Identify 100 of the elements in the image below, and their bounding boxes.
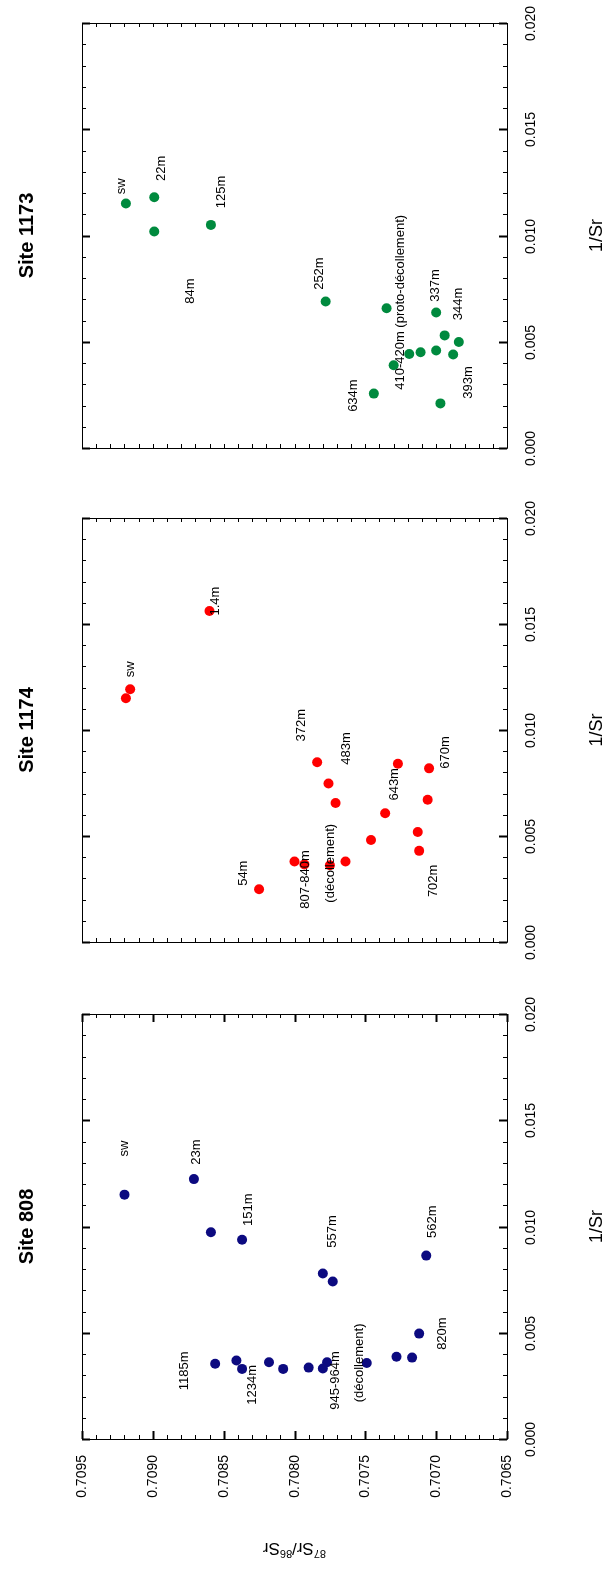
- point: [289, 856, 300, 867]
- y-axis-title: 1/Sr: [585, 713, 606, 747]
- annotation: sw: [116, 1140, 132, 1157]
- y-tick-label: 0.015: [521, 1102, 538, 1139]
- annotation: 670m: [436, 736, 452, 769]
- point: [231, 1355, 242, 1366]
- annotation: sw: [113, 177, 129, 195]
- x-axis-title: 87Sr/86Sr: [262, 1539, 327, 1560]
- annotation: 372m: [292, 708, 308, 742]
- x-tick-label: 0.7095: [73, 1454, 90, 1498]
- point: [210, 1358, 221, 1369]
- y-tick-label: 0.005: [521, 818, 538, 855]
- point: [320, 296, 331, 307]
- point: [330, 797, 341, 808]
- point: [119, 1189, 130, 1200]
- annotation: 702m: [424, 864, 440, 898]
- annotation: 393m: [459, 366, 475, 399]
- annotation: 945-964m: [327, 1351, 343, 1410]
- point: [414, 845, 425, 856]
- annotation: (décollement): [322, 823, 338, 903]
- annotation: 337m: [426, 269, 442, 302]
- y-tick-label: 0.010: [521, 1209, 538, 1246]
- annotation: 151m: [239, 1193, 255, 1226]
- point: [237, 1234, 248, 1245]
- annotation: 1.4m: [207, 586, 223, 616]
- annotation: (décollement): [351, 1323, 367, 1403]
- annotation: 807-840m: [296, 850, 312, 909]
- point: [407, 1352, 418, 1363]
- annotation: 820m: [433, 1317, 449, 1350]
- annotation: sw: [121, 660, 137, 678]
- y-tick-label: 0.010: [521, 712, 538, 749]
- point: [391, 1351, 402, 1362]
- point: [435, 398, 446, 409]
- point: [380, 808, 391, 819]
- annotation: 252m: [311, 257, 327, 290]
- point: [448, 349, 459, 360]
- point: [317, 1363, 328, 1374]
- point: [149, 226, 160, 237]
- y-axis-title: 1/Sr: [585, 218, 606, 253]
- y-tick-label: 0.000: [521, 430, 538, 467]
- y-tick-label: 0.020: [521, 996, 538, 1033]
- y-tick-label: 0.005: [521, 1315, 538, 1352]
- y-tick-label: 0.015: [521, 606, 538, 643]
- y-tick-label: 0.020: [521, 5, 538, 42]
- annotation: 1185m: [175, 1351, 191, 1391]
- annotation: 22m: [152, 155, 168, 181]
- point: [415, 347, 426, 358]
- point: [381, 303, 392, 314]
- point: [392, 758, 403, 769]
- point: [188, 1174, 199, 1185]
- point: [264, 1357, 274, 1368]
- annotation: 483m: [338, 732, 354, 765]
- point: [424, 763, 435, 774]
- point: [431, 345, 442, 356]
- point: [120, 198, 131, 209]
- annotation: 344m: [450, 287, 466, 321]
- x-tick-label: 0.7070: [427, 1454, 444, 1498]
- point: [205, 1227, 216, 1238]
- annotation: 54m: [234, 860, 250, 886]
- x-tick-label: 0.7090: [144, 1454, 161, 1498]
- point: [412, 826, 423, 837]
- y-tick-label: 0.000: [521, 924, 538, 961]
- point: [149, 192, 160, 203]
- point: [237, 1363, 248, 1374]
- text: Site 1174: [14, 686, 37, 773]
- text: Site 1173: [14, 192, 37, 279]
- point: [303, 1362, 314, 1373]
- point: [431, 307, 442, 318]
- annotation: 562m: [423, 1205, 439, 1238]
- point: [453, 336, 464, 347]
- point: [317, 1268, 328, 1279]
- annotation: 557m: [324, 1215, 340, 1248]
- point: [421, 1250, 432, 1261]
- y-tick-label: 0.005: [521, 324, 538, 361]
- annotation: 84m: [181, 278, 197, 304]
- annotation: 643m: [385, 768, 401, 801]
- y-tick-label: 0.000: [521, 1421, 538, 1458]
- point: [278, 1363, 289, 1374]
- x-tick-label: 0.7075: [356, 1454, 373, 1498]
- annotation: 125m: [213, 175, 229, 209]
- point: [205, 219, 216, 230]
- point: [120, 693, 131, 704]
- x-tick-label: 0.7065: [498, 1454, 515, 1498]
- point: [327, 1276, 338, 1287]
- point: [366, 835, 376, 846]
- point: [422, 794, 433, 805]
- point: [125, 684, 136, 695]
- point: [340, 856, 351, 867]
- x-tick-label: 0.7080: [286, 1454, 303, 1498]
- point: [404, 349, 415, 360]
- y-tick-label: 0.020: [521, 500, 538, 537]
- annotation: 410-420m (proto-décollement): [392, 214, 408, 390]
- point: [368, 388, 379, 399]
- text: Site 808: [14, 1188, 37, 1265]
- y-tick-label: 0.015: [521, 111, 538, 148]
- point: [323, 778, 334, 789]
- annotation: 23m: [188, 1139, 204, 1165]
- point: [414, 1328, 425, 1339]
- y-tick-label: 0.010: [521, 218, 538, 255]
- x-tick-label: 0.7085: [215, 1454, 232, 1498]
